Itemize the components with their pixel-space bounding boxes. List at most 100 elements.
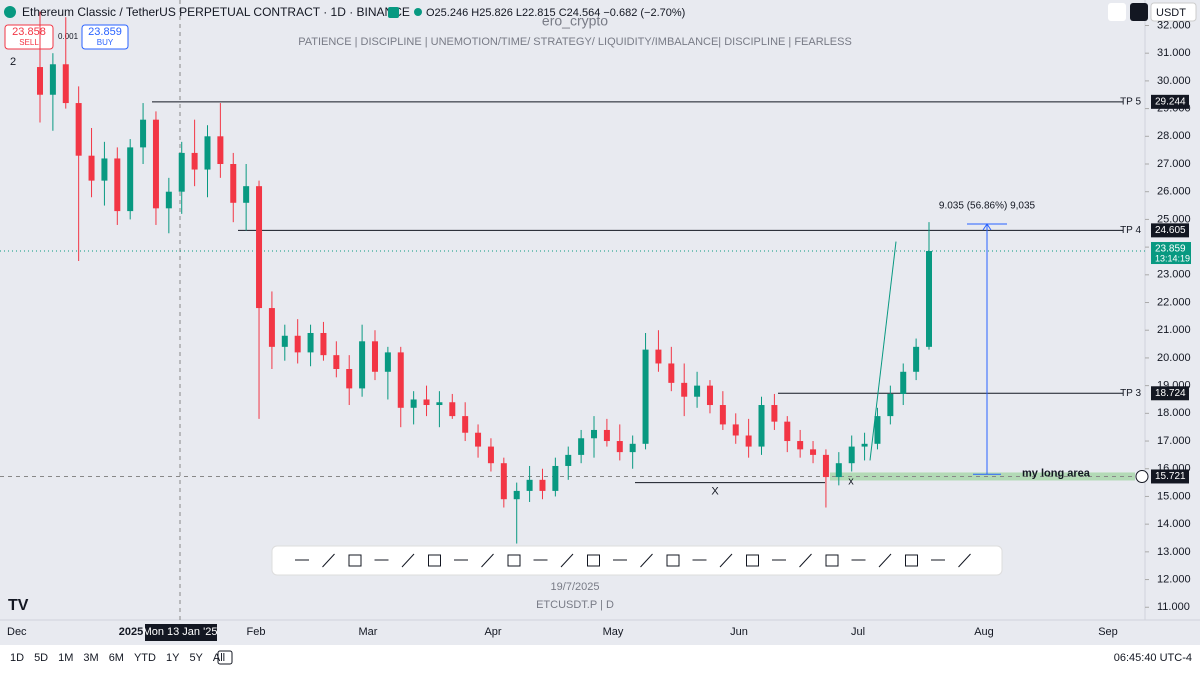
measure-label: 9.035 (56.86%) 9,035	[939, 201, 1036, 212]
y-tick-label: 11.000	[1157, 601, 1190, 613]
timeframe[interactable]: 1Y	[166, 652, 180, 664]
timeframe[interactable]: 3M	[83, 652, 98, 664]
timeframe[interactable]: 1D	[10, 652, 24, 664]
tool-icon[interactable]	[640, 553, 653, 568]
tool-icon[interactable]	[825, 554, 839, 567]
tool-icon[interactable]	[666, 554, 680, 567]
timeframe[interactable]: YTD	[134, 652, 156, 664]
x-mark-label: x	[848, 475, 854, 487]
tool-icon[interactable]	[401, 553, 415, 568]
candle-body	[449, 402, 456, 417]
candle-body	[371, 341, 378, 372]
candle-body	[655, 349, 662, 364]
candle-body	[346, 369, 353, 389]
candle-body	[37, 67, 43, 95]
tool-icon[interactable]	[958, 553, 971, 568]
tool-icon[interactable]	[719, 553, 733, 568]
tool-icon[interactable]	[878, 553, 892, 568]
add-icon[interactable]	[1135, 469, 1149, 483]
x-tick-label: Jul	[851, 626, 865, 638]
currency: USDT	[1156, 7, 1186, 19]
sell-label: SELL	[19, 38, 39, 47]
buy-button[interactable]	[81, 24, 129, 50]
candle-body	[526, 479, 533, 491]
candle-body	[359, 341, 366, 389]
level-label: TP 5	[1120, 96, 1141, 107]
tool-icon[interactable]	[348, 554, 362, 567]
candle-body	[75, 103, 82, 156]
date-range-icon[interactable]	[217, 650, 233, 665]
candle-body	[578, 438, 585, 455]
sell-price: 23.858	[12, 26, 46, 38]
candle-body	[861, 443, 868, 447]
candle-body	[178, 152, 185, 192]
candle-body	[62, 64, 69, 104]
candle-body	[552, 465, 559, 491]
candle-body	[719, 405, 726, 425]
watermark: ero_crypto	[542, 13, 608, 29]
x-tick-label: 2025	[119, 626, 143, 638]
candle-body	[114, 158, 121, 212]
current-price: 23.859	[1155, 244, 1186, 255]
long-area	[830, 472, 1135, 481]
candle-body	[900, 371, 907, 394]
level-price-box	[1151, 223, 1189, 238]
btn[interactable]	[1130, 3, 1148, 21]
long-price-box	[1151, 469, 1189, 484]
y-tick-label: 12.000	[1157, 573, 1191, 585]
current-price-box	[1151, 242, 1191, 265]
y-tick-label: 15.000	[1157, 490, 1191, 502]
tool-icon[interactable]	[481, 553, 494, 568]
x-tick-label: Jun	[730, 626, 748, 638]
sell-button[interactable]	[4, 24, 54, 50]
y-tick-label: 13.000	[1157, 546, 1191, 558]
y-tick-label: 25.000	[1157, 213, 1191, 225]
clock: 06:45:40 UTC-4	[1114, 652, 1192, 664]
x-tick-label: Apr	[484, 626, 501, 638]
long-area-label: my long area	[1022, 467, 1091, 479]
tool-icon[interactable]	[587, 554, 600, 567]
symbol-icon	[4, 6, 16, 18]
candle-body	[616, 441, 623, 453]
indicators[interactable]: 2	[10, 56, 16, 68]
tool-icon[interactable]	[905, 554, 918, 567]
candle-body	[887, 393, 894, 417]
candle-body	[758, 405, 765, 447]
candle-body	[668, 363, 675, 383]
btn[interactable]	[1108, 3, 1126, 21]
timeframe[interactable]: 1M	[58, 652, 73, 664]
candle-body	[822, 454, 829, 478]
candle-body	[243, 186, 250, 203]
bottom-bar	[0, 645, 1200, 675]
tool-icon[interactable]	[746, 554, 759, 567]
candle-body	[127, 147, 134, 212]
candle-body	[88, 155, 95, 181]
tool-icon[interactable]	[322, 553, 335, 568]
timeframe[interactable]: All	[213, 652, 225, 664]
y-tick-label: 18.000	[1157, 407, 1191, 419]
x-tick-label: Dec	[7, 626, 27, 638]
tool-icon[interactable]	[560, 553, 574, 568]
tool-icon[interactable]	[799, 553, 812, 568]
x-tick-label: Mon 13 Jan '25	[143, 626, 218, 638]
candle-body	[436, 402, 443, 406]
y-tick-label: 30.000	[1157, 75, 1191, 87]
toolbar-icons	[295, 553, 971, 568]
timeframe[interactable]: 6M	[109, 652, 124, 664]
timeframe[interactable]: 5Y	[189, 652, 203, 664]
candle-body	[797, 441, 804, 450]
candle-body	[565, 454, 572, 466]
candle-body	[152, 119, 159, 209]
level-price-box	[1151, 94, 1189, 109]
candle-body	[230, 164, 237, 203]
timeframe[interactable]: 5D	[34, 652, 48, 664]
crosshair-label-bg	[145, 624, 217, 641]
tool-icon[interactable]	[507, 554, 521, 567]
currency-box[interactable]	[1150, 2, 1197, 22]
tool-icon[interactable]	[428, 554, 441, 567]
description: PATIENCE | DISCIPLINE | UNEMOTION/TIME/ …	[298, 36, 852, 48]
candle-body	[423, 399, 430, 406]
level-label: TP 4	[1120, 225, 1141, 236]
